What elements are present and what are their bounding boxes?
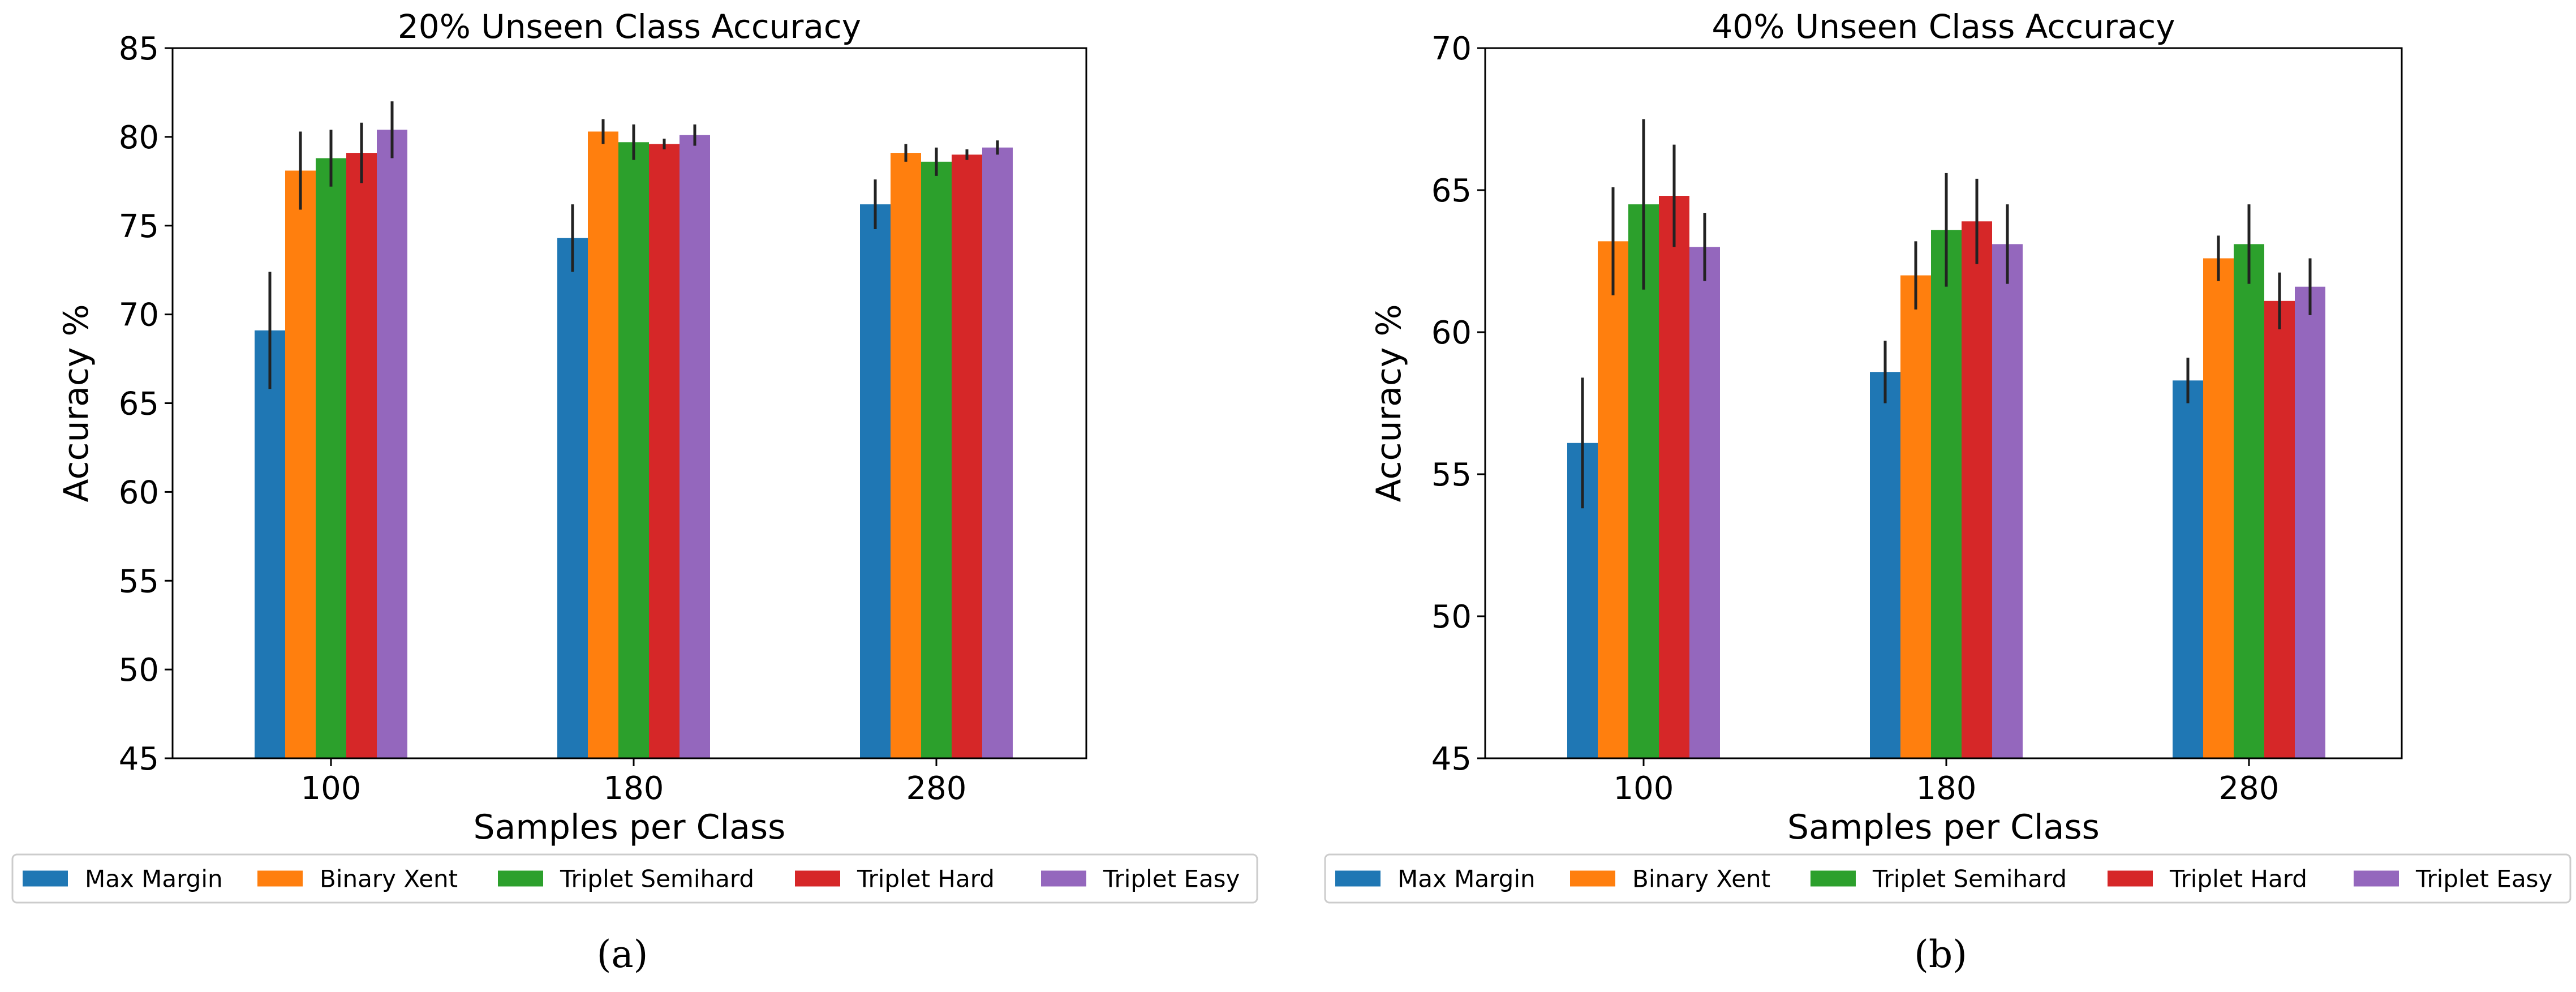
legend-swatch-triplet-easy bbox=[2354, 870, 2399, 887]
y-tick-label: 45 bbox=[1431, 741, 1472, 778]
x-tick-label: 100 bbox=[301, 770, 362, 807]
y-tick-label: 60 bbox=[1431, 315, 1472, 351]
legend-label-max-margin: Max Margin bbox=[85, 865, 223, 893]
bar-max-margin-180 bbox=[1870, 372, 1900, 758]
bar-triplet-easy-280 bbox=[982, 147, 1013, 759]
chart-title: 20% Unseen Class Accuracy bbox=[398, 7, 861, 46]
legend-swatch-binary-xent bbox=[257, 870, 303, 887]
bar-triplet-semihard-100 bbox=[1628, 204, 1659, 759]
x-tick-label: 280 bbox=[2219, 770, 2280, 807]
legend-swatch-triplet-semihard bbox=[498, 870, 543, 887]
legend-label-triplet-hard: Triplet Hard bbox=[2169, 865, 2307, 893]
y-tick-label: 65 bbox=[1431, 173, 1472, 209]
y-tick-label: 85 bbox=[119, 31, 159, 67]
bar-triplet-easy-100 bbox=[1689, 247, 1720, 758]
y-tick-label: 65 bbox=[119, 386, 159, 423]
y-tick-label: 50 bbox=[1431, 599, 1472, 635]
bar-triplet-easy-180 bbox=[1992, 244, 2023, 758]
bar-triplet-semihard-280 bbox=[2234, 244, 2264, 758]
legend-label-binary-xent: Binary Xent bbox=[1632, 865, 1770, 893]
y-tick-label: 60 bbox=[119, 474, 159, 511]
legend-label-triplet-semihard: Triplet Semihard bbox=[1872, 865, 2067, 893]
bar-triplet-hard-280 bbox=[2264, 300, 2295, 758]
x-tick-label: 100 bbox=[1614, 770, 1674, 807]
y-axis-label: Accuracy % bbox=[1369, 304, 1409, 502]
bar-binary-xent-180 bbox=[588, 131, 618, 758]
legend-swatch-max-margin bbox=[1335, 870, 1381, 887]
legend-swatch-binary-xent bbox=[1570, 870, 1615, 887]
bar-binary-xent-280 bbox=[2203, 258, 2234, 759]
y-axis-label: Accuracy % bbox=[57, 304, 96, 502]
legend: Max Margin Binary Xent Triplet Semihard Tri… bbox=[11, 853, 1258, 904]
legend-frame bbox=[11, 853, 1258, 904]
chart-title: 40% Unseen Class Accuracy bbox=[1711, 7, 2175, 46]
y-tick-label: 55 bbox=[119, 563, 159, 600]
legend-swatch-triplet-hard bbox=[795, 870, 840, 887]
bar-triplet-hard-100 bbox=[1659, 196, 1689, 758]
legend-label-binary-xent: Binary Xent bbox=[320, 865, 458, 893]
bar-triplet-hard-100 bbox=[346, 153, 377, 758]
x-tick-label: 280 bbox=[906, 770, 967, 807]
y-tick-label: 80 bbox=[119, 119, 159, 156]
y-tick-label: 70 bbox=[119, 297, 159, 334]
bar-triplet-hard-280 bbox=[952, 154, 982, 758]
axes-frame bbox=[1484, 47, 2403, 759]
bar-triplet-semihard-180 bbox=[618, 142, 649, 759]
bar-binary-xent-100 bbox=[1598, 241, 1628, 758]
bar-triplet-hard-180 bbox=[1962, 221, 1992, 759]
bar-triplet-semihard-100 bbox=[316, 158, 346, 758]
bar-max-margin-280 bbox=[860, 204, 891, 759]
bar-binary-xent-280 bbox=[891, 153, 921, 758]
bar-max-margin-180 bbox=[557, 238, 588, 758]
bar-triplet-easy-280 bbox=[2295, 286, 2325, 758]
x-tick-label: 180 bbox=[1916, 770, 1977, 807]
bar-binary-xent-100 bbox=[285, 170, 316, 758]
bar-triplet-semihard-280 bbox=[921, 161, 952, 758]
legend-label-triplet-hard: Triplet Hard bbox=[857, 865, 995, 893]
x-axis-label: Samples per Class bbox=[474, 808, 786, 847]
x-tick-label: 180 bbox=[604, 770, 664, 807]
legend-label-triplet-easy: Triplet Easy bbox=[1103, 865, 1240, 893]
chart-panel-1: 45 50 55 60 65 70 100 180 280 40% Unseen Class Ac… bbox=[1324, 7, 2571, 904]
legend-label-triplet-semihard: Triplet Semihard bbox=[560, 865, 754, 893]
legend-swatch-triplet-hard bbox=[2108, 870, 2153, 887]
bar-triplet-semihard-180 bbox=[1931, 230, 1962, 758]
legend-frame bbox=[1324, 853, 2571, 904]
bar-triplet-hard-180 bbox=[649, 144, 680, 758]
panel-label-a: (a) bbox=[596, 933, 648, 976]
bar-binary-xent-180 bbox=[1900, 275, 1931, 759]
panel-label-b: (b) bbox=[1914, 933, 1967, 976]
y-tick-label: 55 bbox=[1431, 457, 1472, 493]
legend: Max Margin Binary Xent Triplet Semihard Tri… bbox=[1324, 853, 2571, 904]
legend-swatch-triplet-semihard bbox=[1810, 870, 1856, 887]
y-tick-label: 75 bbox=[119, 208, 159, 245]
bar-max-margin-280 bbox=[2173, 380, 2203, 758]
chart-panel-0: 45 50 55 60 65 70 75 80 85 100 180 280 20% Unseen Cl… bbox=[11, 7, 1258, 904]
x-axis-label: Samples per Class bbox=[1787, 808, 2100, 847]
legend-label-max-margin: Max Margin bbox=[1397, 865, 1536, 893]
bar-max-margin-100 bbox=[255, 330, 285, 758]
y-tick-label: 45 bbox=[119, 741, 159, 778]
legend-label-triplet-easy: Triplet Easy bbox=[2415, 865, 2552, 893]
bar-triplet-easy-100 bbox=[377, 130, 407, 759]
legend-swatch-max-margin bbox=[23, 870, 68, 887]
bar-triplet-easy-180 bbox=[680, 135, 710, 758]
legend-swatch-triplet-easy bbox=[1041, 870, 1086, 887]
y-tick-label: 50 bbox=[119, 652, 159, 689]
y-tick-label: 70 bbox=[1431, 31, 1472, 67]
